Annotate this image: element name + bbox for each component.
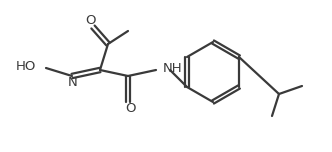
- Text: O: O: [86, 14, 96, 26]
- Text: N: N: [68, 76, 78, 90]
- Text: NH: NH: [163, 62, 183, 74]
- Text: O: O: [125, 102, 135, 116]
- Text: HO: HO: [16, 60, 36, 74]
